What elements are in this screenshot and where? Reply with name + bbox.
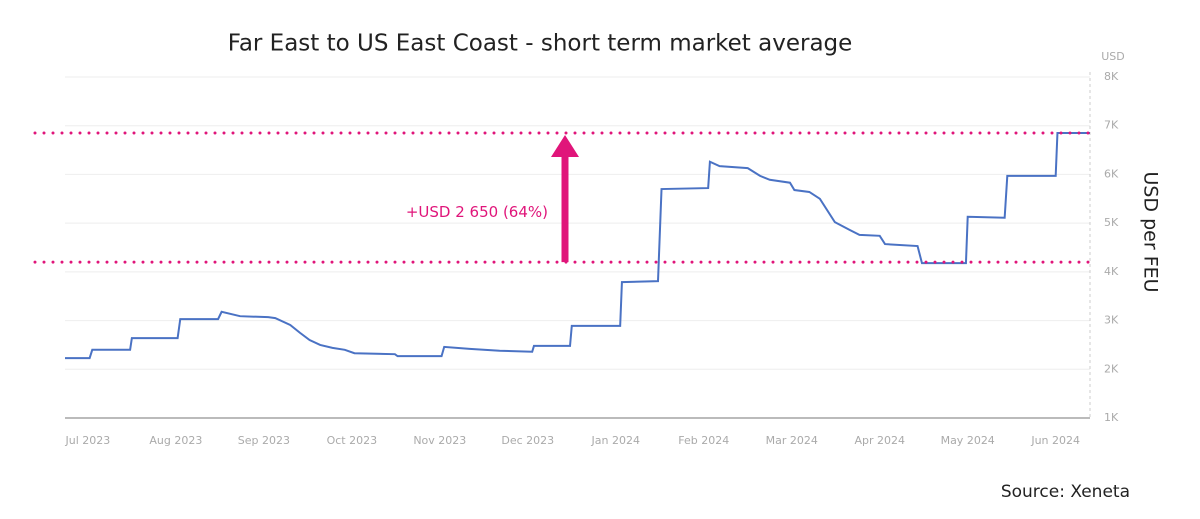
x-tick-label: Aug 2023 (149, 434, 202, 447)
x-tick-label: Oct 2023 (327, 434, 378, 447)
x-tick-label: Mar 2024 (766, 434, 818, 447)
y-tick-label: 6K (1104, 167, 1119, 180)
y-tick-label: 7K (1104, 119, 1119, 132)
y-axis-label: USD per FEU (1140, 171, 1162, 292)
x-tick-label: Jul 2023 (64, 434, 110, 447)
y-tick-label: 4K (1104, 265, 1119, 278)
x-tick-label: May 2024 (941, 434, 995, 447)
y-unit: USD (1101, 50, 1125, 63)
y-tick-label: 5K (1104, 216, 1119, 229)
x-tick-label: Jan 2024 (591, 434, 640, 447)
y-tick-label: 8K (1104, 70, 1119, 83)
chart-title: Far East to US East Coast - short term m… (228, 31, 853, 57)
annotation: +USD 2 650 (64%) (406, 203, 548, 221)
data-line (65, 132, 1090, 360)
arrow-head (551, 135, 579, 158)
x-tick-label: Feb 2024 (678, 434, 729, 447)
y-tick-label: 2K (1104, 362, 1119, 375)
y-tick-label: 1K (1104, 411, 1119, 424)
x-tick-label: Dec 2023 (501, 434, 554, 447)
x-tick-label: Apr 2024 (854, 434, 905, 447)
x-tick-label: Sep 2023 (238, 434, 290, 447)
x-tick-label: Jun 2024 (1030, 434, 1080, 447)
x-tick-label: Nov 2023 (413, 434, 466, 447)
source: Source: Xeneta (1001, 482, 1130, 502)
y-tick-label: 3K (1104, 314, 1119, 327)
